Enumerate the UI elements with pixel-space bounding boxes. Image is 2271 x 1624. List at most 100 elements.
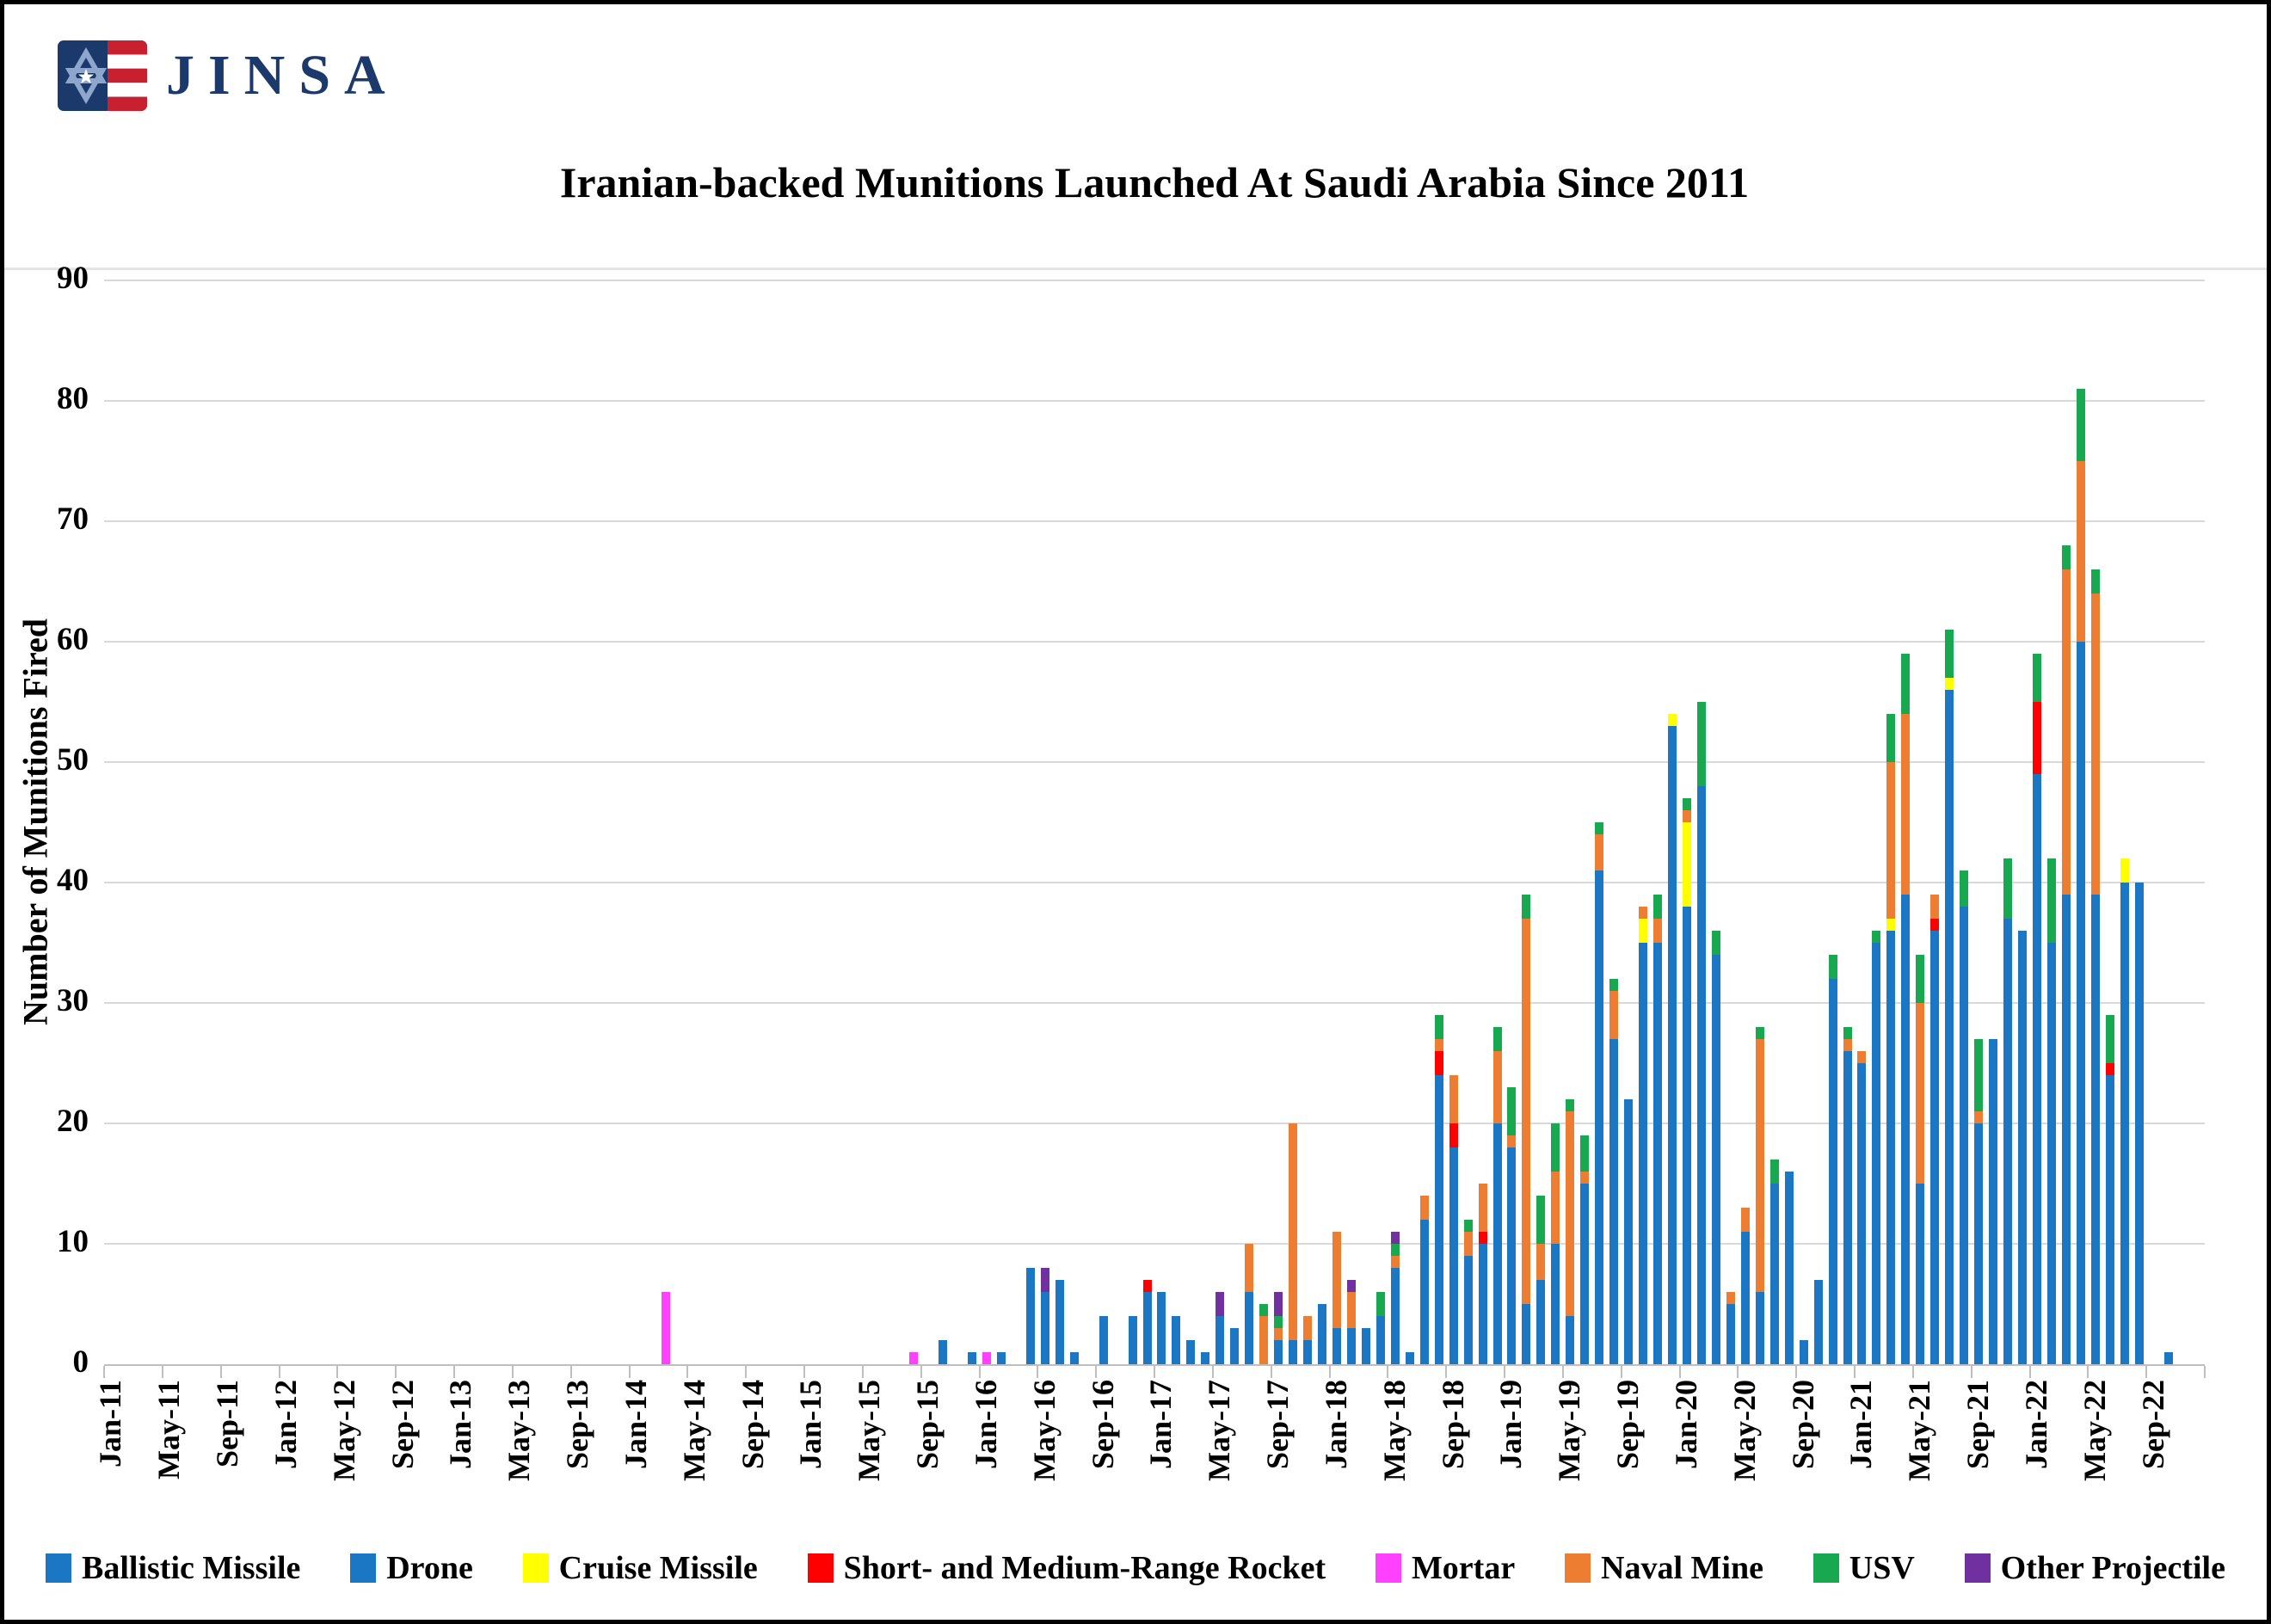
x-tick-label: Jan-18 [1318, 1380, 1353, 1470]
x-tick-label: Jan-13 [443, 1380, 478, 1470]
bar-segment-usv-Feb-20 [1696, 702, 1706, 786]
bar-segment-blue-Feb-18 [1346, 1328, 1356, 1364]
bar-segment-usv-Jul-19 [1595, 822, 1604, 834]
bar-segment-naval-Mar-21 [1886, 762, 1896, 919]
x-tick-label: May-16 [1026, 1380, 1062, 1481]
bar-segment-blue-Jan-19 [1507, 1147, 1517, 1364]
bar-segment-blue-Sep-21 [1974, 1123, 1984, 1364]
bar-segment-usv-May-19 [1566, 1099, 1575, 1111]
bar-segment-blue-Feb-17 [1172, 1316, 1181, 1364]
bar-segment-usv-Jan-19 [1507, 1087, 1517, 1135]
bar-segment-rocket-Nov-18 [1478, 1232, 1487, 1244]
x-tick-mark [103, 1366, 105, 1378]
x-tick-label: Sep-20 [1785, 1380, 1820, 1470]
x-tick-mark [278, 1366, 280, 1378]
x-tick-label: Sep-16 [1085, 1380, 1120, 1470]
x-tick-mark [1095, 1366, 1098, 1378]
bar-segment-blue-Jul-16 [1069, 1352, 1079, 1364]
x-tick-mark [1270, 1366, 1272, 1378]
legend-label: Cruise Missile [558, 1550, 758, 1586]
bar-segment-usv-Jan-20 [1682, 798, 1691, 810]
x-tick-label: Sep-21 [1960, 1380, 1996, 1470]
bar-segment-usv-Jul-21 [1945, 630, 1954, 678]
bar-segment-other-May-16 [1040, 1268, 1049, 1292]
bar-segment-usv-Feb-19 [1522, 895, 1531, 919]
bar-segment-blue-Apr-21 [1901, 895, 1911, 1364]
x-tick-mark [511, 1366, 514, 1378]
bar-segment-blue-Apr-19 [1551, 1244, 1560, 1364]
bar-segment-usv-Mar-21 [1886, 714, 1896, 762]
bar-segment-blue-Feb-22 [2046, 943, 2056, 1364]
y-axis-title: Number of Munitions Fired [15, 618, 55, 1026]
bar-segment-blue-Jun-19 [1580, 1184, 1590, 1364]
x-tick-label: Jan-12 [268, 1380, 303, 1470]
bar-segment-usv-May-18 [1390, 1244, 1400, 1256]
bar-segment-naval-Nov-17 [1303, 1316, 1313, 1340]
bar-segment-blue-Oct-18 [1463, 1256, 1473, 1364]
legend-item-cruise-missile: Cruise Missile [522, 1549, 758, 1587]
bar-segment-blue-Jun-16 [1055, 1280, 1064, 1364]
bar-segment-usv-Aug-18 [1434, 1015, 1443, 1039]
bar-segment-blue-Nov-16 [1128, 1316, 1137, 1364]
bar-segment-usv-Apr-18 [1376, 1292, 1385, 1316]
bar-segment-mortar-Jan-16 [982, 1352, 991, 1364]
x-tick-label: May-14 [676, 1380, 711, 1481]
chart-title: Iranian-backed Munitions Launched At Sau… [559, 158, 1750, 206]
bar-segment-usv-Jun-20 [1755, 1027, 1764, 1039]
bar-segment-blue-Mar-20 [1711, 955, 1720, 1364]
bar-segment-naval-Jan-20 [1682, 810, 1691, 822]
x-tick-label: Jan-17 [1143, 1380, 1179, 1470]
gridline-y70 [104, 520, 2205, 522]
x-tick-mark [978, 1366, 981, 1378]
legend-item-usv: USV [1812, 1549, 1915, 1587]
y-tick-label: 60 [57, 622, 89, 657]
bar-segment-blue-Dec-19 [1668, 726, 1677, 1364]
x-tick-mark [453, 1366, 455, 1378]
x-tick-mark [1154, 1366, 1155, 1378]
y-tick-label: 20 [57, 1104, 89, 1139]
legend-swatch [46, 1553, 71, 1583]
bar-segment-usv-Nov-20 [1828, 955, 1837, 979]
bar-segment-naval-May-20 [1740, 1208, 1750, 1232]
legend-item-short-and-medium-range-rocket: Short- and Medium-Range Rocket [807, 1549, 1326, 1587]
bar-segment-naval-Aug-19 [1609, 991, 1619, 1039]
bar-segment-usv-Aug-19 [1609, 979, 1619, 991]
x-tick-mark [1445, 1366, 1448, 1378]
bar-segment-blue-Jan-18 [1332, 1328, 1341, 1364]
bar-segment-naval-Jan-21 [1857, 1051, 1867, 1063]
x-tick-mark [1561, 1366, 1564, 1378]
x-tick-mark [161, 1366, 163, 1378]
bar-segment-blue-Jul-20 [1769, 1184, 1779, 1364]
bar-segment-other-Feb-18 [1346, 1280, 1356, 1292]
gridline-y20 [104, 1123, 2205, 1124]
x-tick-label: Sep-19 [1610, 1380, 1646, 1470]
bar-segment-naval-Jun-21 [1930, 895, 1940, 919]
bar-segment-blue-Jan-21 [1857, 1063, 1867, 1364]
bar-segment-blue-Mar-19 [1536, 1280, 1546, 1364]
x-tick-mark [745, 1366, 748, 1378]
bar-segment-blue-Dec-17 [1318, 1304, 1327, 1364]
bar-segment-naval-Sep-21 [1974, 1111, 1984, 1123]
bar-segment-usv-Jan-22 [2032, 654, 2041, 702]
bar-segment-usv-Sep-17 [1274, 1316, 1283, 1328]
y-tick-label: 0 [72, 1344, 89, 1380]
bar-segment-naval-Sep-17 [1274, 1328, 1283, 1340]
bar-segment-other-May-17 [1216, 1292, 1225, 1316]
bar-segment-blue-Jul-18 [1419, 1220, 1429, 1364]
bar-segment-rocket-Jun-21 [1930, 919, 1940, 931]
bar-segment-cruise-Oct-19 [1639, 919, 1648, 943]
legend-item-ballistic-missile: Ballistic Missile [46, 1549, 300, 1587]
bar-segment-blue-May-17 [1216, 1316, 1225, 1364]
bar-segment-naval-Jul-19 [1595, 834, 1604, 870]
gridline-y80 [104, 400, 2205, 402]
bar-segment-blue-Mar-22 [2061, 895, 2071, 1364]
x-tick-label: Jan-19 [1493, 1380, 1529, 1470]
bar-segment-usv-Dec-20 [1843, 1027, 1852, 1039]
bar-segment-usv-Jun-22 [2105, 1015, 2114, 1063]
bar-segment-blue-May-20 [1740, 1232, 1750, 1364]
bar-segment-usv-Mar-19 [1536, 1196, 1546, 1244]
x-tick-mark [1678, 1366, 1681, 1378]
bar-segment-blue-Jan-17 [1157, 1292, 1166, 1364]
x-tick-label: May-17 [1202, 1380, 1237, 1481]
